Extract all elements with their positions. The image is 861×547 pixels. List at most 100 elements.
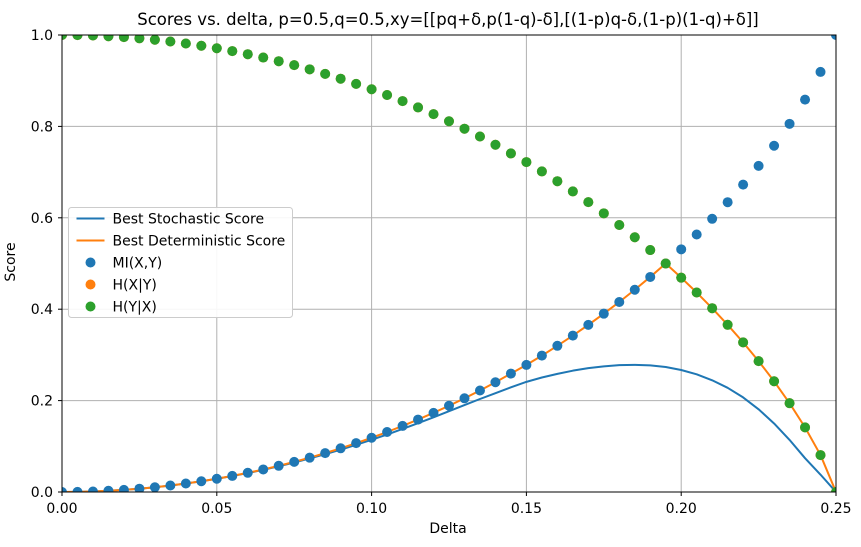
mi-x-y-point <box>87 486 98 492</box>
h-y-x-point <box>72 35 83 41</box>
h-y-x-point <box>196 40 207 51</box>
h-y-x-point <box>335 73 346 84</box>
mi-x-y-point <box>351 438 362 449</box>
h-y-x-point <box>459 123 470 134</box>
h-y-x-point <box>258 52 269 63</box>
mi-x-y-point <box>103 485 114 492</box>
mi-x-y-point <box>320 448 331 459</box>
h-y-x-point <box>242 49 253 60</box>
mi-x-y-point <box>242 467 253 478</box>
legend-item-best-stochastic-score: Best Stochastic Score <box>76 212 265 228</box>
y-tick-label: 1.0 <box>31 28 53 44</box>
h-y-x-point <box>428 109 439 120</box>
legend-item-mi-x-y: MI(X,Y) <box>85 256 163 272</box>
h-y-x-point <box>134 35 145 44</box>
mi-x-y-point <box>180 478 191 489</box>
h-y-x-point <box>552 176 563 187</box>
mi-x-y-point <box>196 476 207 487</box>
h-y-x-point <box>722 319 733 330</box>
best-stochastic-score-line <box>62 363 836 492</box>
legend: Best Stochastic Score Best Deterministic … <box>68 207 293 318</box>
mi-x-y-point <box>800 94 811 105</box>
h-y-x-point <box>149 35 160 45</box>
mi-x-y-point <box>444 400 454 411</box>
h-y-x-point <box>474 131 485 142</box>
mi-x-y-point <box>753 160 764 171</box>
legend-dot-sample <box>85 257 96 268</box>
mi-x-y-point <box>335 443 346 454</box>
h-y-x-point <box>614 220 625 231</box>
mi-x-y-point <box>769 140 780 151</box>
mi-x-y-point <box>134 483 145 492</box>
h-y-x-point <box>382 90 393 100</box>
h-y-x-point <box>831 487 836 492</box>
mi-x-y-point <box>784 118 795 129</box>
mi-x-y-point <box>536 350 547 361</box>
chart-title: Scores vs. delta, p=0.5,q=0.5,xy=[[pq+δ,… <box>137 10 759 29</box>
legend-item-h-y-x: H(Y|X) <box>85 300 157 316</box>
mi-x-y-point <box>815 66 826 77</box>
h-y-x-point <box>165 36 176 47</box>
h-y-x-point <box>505 148 516 159</box>
h-y-x-point <box>227 46 238 57</box>
h-y-x-point <box>676 272 687 283</box>
mi-x-y-point <box>676 244 687 255</box>
mi-x-y-point <box>382 427 393 437</box>
x-tick-label: 0.05 <box>201 501 232 517</box>
h-y-x-point <box>62 35 67 40</box>
h-y-x-point <box>397 96 408 107</box>
x-tick-label: 0.20 <box>666 501 697 517</box>
h-y-x-point <box>351 78 362 89</box>
y-tick-label: 0.2 <box>31 394 53 410</box>
x-tick-label: 0.15 <box>511 501 542 517</box>
axes-layer: 0.00 0.05 0.10 0.15 0.20 0.25 0.0 0.2 0.4 0.6 0.8 1… <box>31 28 852 517</box>
legend-label: Best Stochastic Score <box>113 212 265 228</box>
y-tick-label: 0.0 <box>31 485 53 501</box>
h-y-x-point <box>800 422 811 433</box>
h-y-x-point <box>815 450 826 461</box>
y-tick-label: 0.6 <box>31 211 53 227</box>
h-y-x-point <box>753 356 764 367</box>
legend-label: Best Deterministic Score <box>113 234 286 250</box>
x-tick-label: 0.10 <box>356 501 387 517</box>
y-axis-label: Score <box>3 242 19 281</box>
mi-x-y-point <box>629 284 640 295</box>
h-y-x-point <box>118 35 129 43</box>
h-y-x-point <box>645 245 656 256</box>
legend-box <box>68 207 293 318</box>
legend-dot-sample <box>85 301 96 312</box>
h-y-x-point <box>273 56 284 67</box>
mi-x-y-point <box>490 377 501 388</box>
mi-x-y-point <box>149 482 160 492</box>
mi-x-y-point <box>165 480 176 491</box>
h-y-x-point <box>103 35 114 42</box>
mi-x-y-point <box>691 229 702 240</box>
mi-x-y-point <box>474 385 485 396</box>
x-axis-label: Delta <box>429 521 466 537</box>
h-y-x-point <box>583 197 594 208</box>
mi-x-y-point <box>505 368 516 379</box>
mi-x-y-point <box>258 464 269 475</box>
mi-x-y-point <box>289 456 300 467</box>
h-y-x-point <box>490 139 501 150</box>
h-y-x-point <box>567 186 578 197</box>
mi-x-y-point <box>707 213 718 224</box>
h-y-x-point <box>180 38 191 49</box>
mi-x-y-point <box>567 330 578 341</box>
mi-x-y-point <box>614 296 625 307</box>
mi-x-y-point <box>304 452 315 463</box>
x-tick-label: 0.00 <box>46 501 77 517</box>
mi-x-y-point <box>118 484 129 492</box>
data-layer <box>62 35 836 492</box>
h-y-x-point <box>289 60 300 71</box>
legend-label: MI(X,Y) <box>113 256 163 272</box>
mi-x-y-point <box>273 460 284 471</box>
mi-x-y-point <box>413 414 424 425</box>
mi-x-y-point <box>645 271 656 282</box>
mi-x-y-point <box>397 420 408 431</box>
h-y-x-point <box>629 232 640 243</box>
h-y-x-point <box>660 258 671 269</box>
mi-x-y-point <box>227 470 238 481</box>
h-y-x-point <box>784 398 795 409</box>
